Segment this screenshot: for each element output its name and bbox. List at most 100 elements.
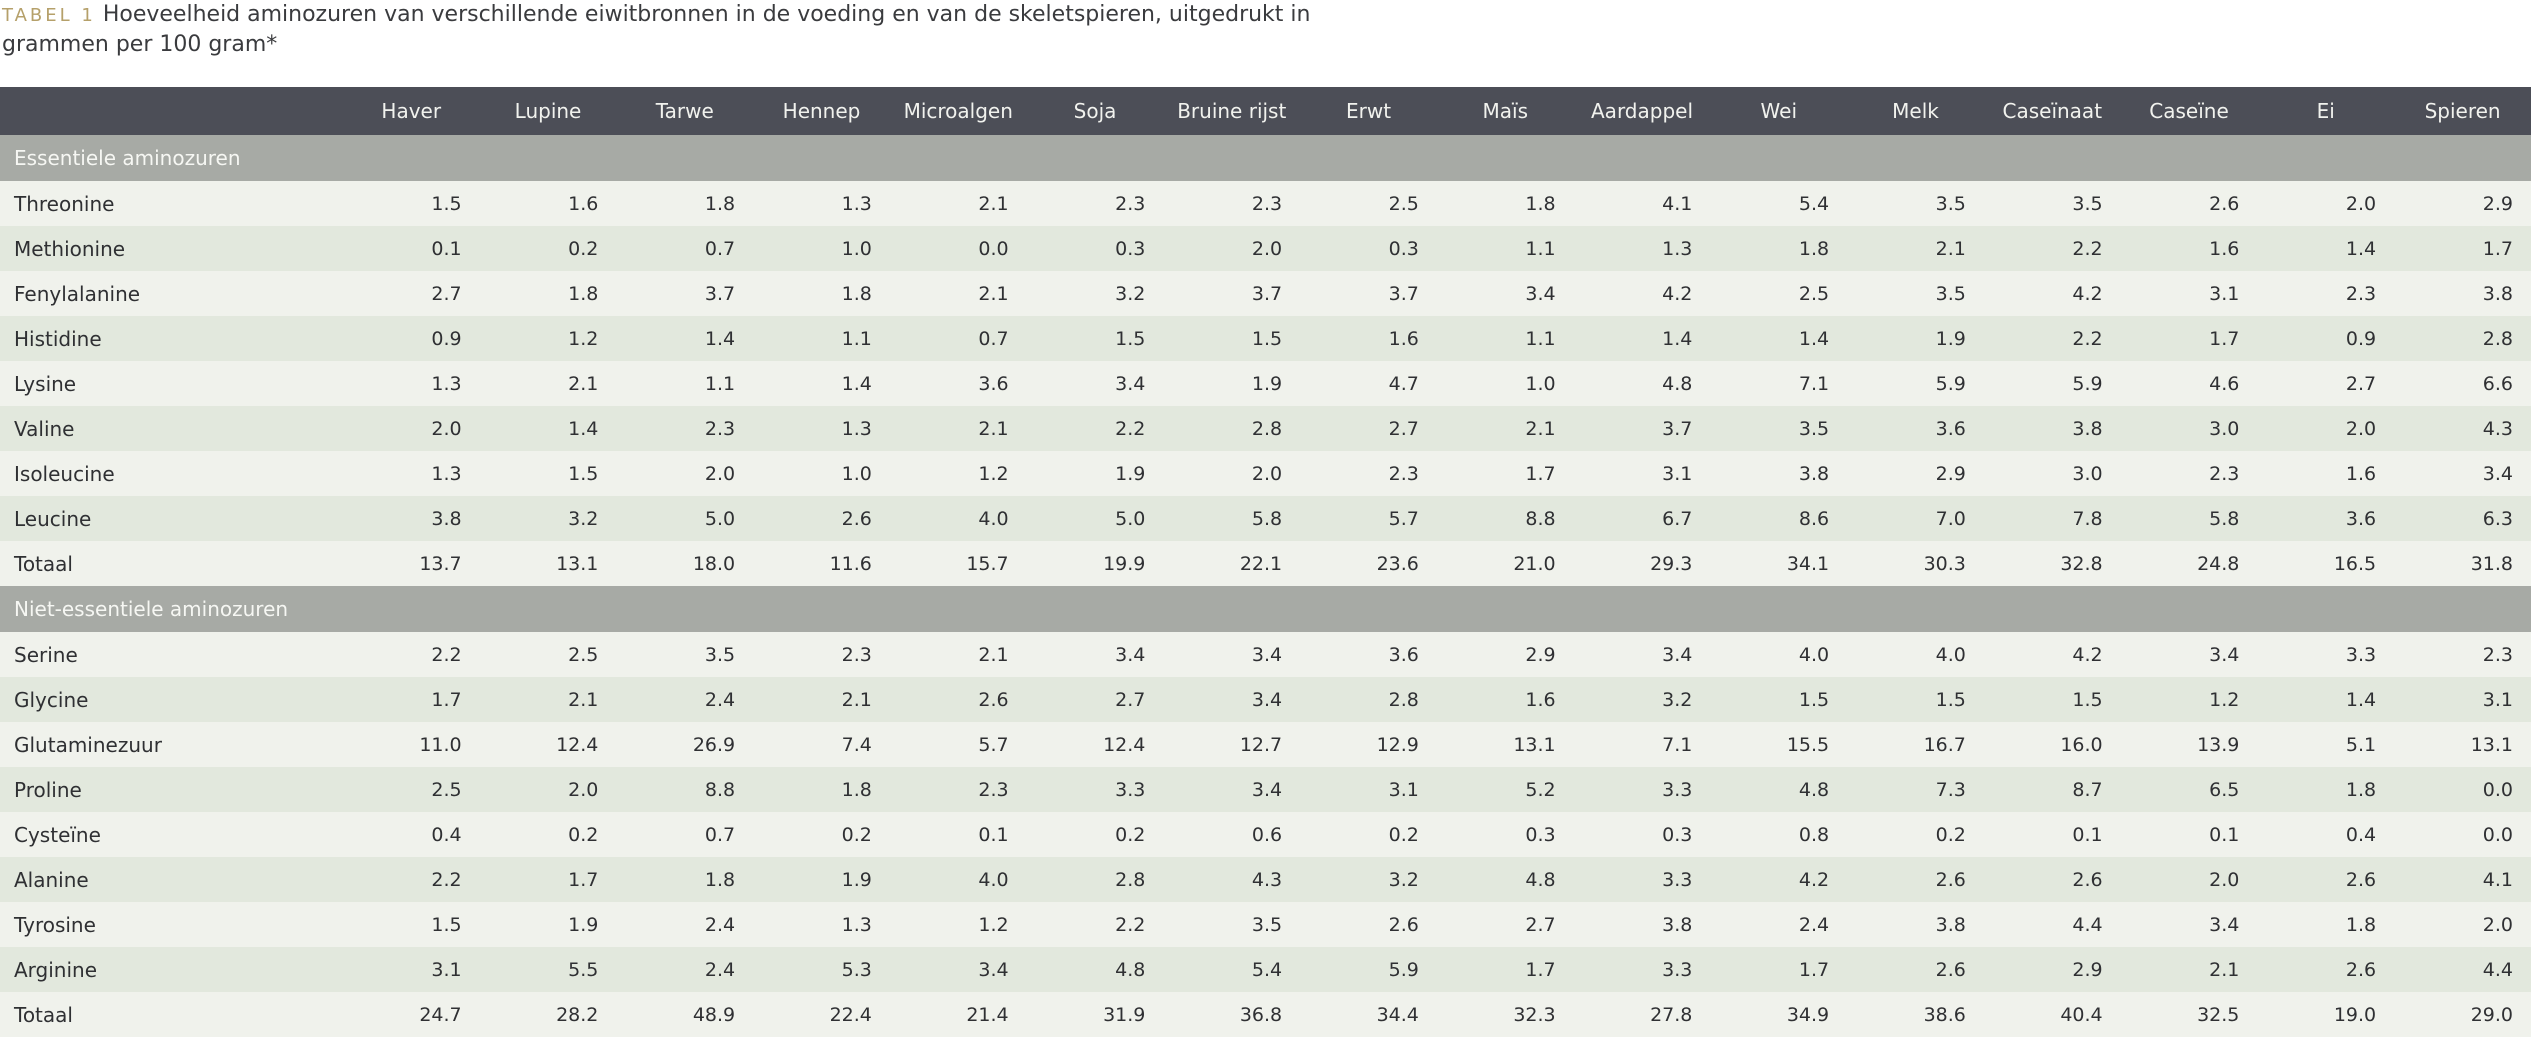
table-cell: 3.1 bbox=[2120, 271, 2258, 316]
table-cell: 2.2 bbox=[342, 632, 480, 677]
section-header-row: Essentiele aminozuren bbox=[0, 135, 2531, 181]
table-cell: 19.0 bbox=[2257, 992, 2395, 1037]
column-header: Caseïne bbox=[2120, 87, 2258, 135]
table-cell: 1.9 bbox=[1847, 316, 1984, 361]
table-cell: 3.3 bbox=[2257, 632, 2395, 677]
table-cell: 1.7 bbox=[1710, 947, 1848, 992]
row-label: Isoleucine bbox=[0, 451, 343, 496]
table-cell: 13.1 bbox=[479, 541, 617, 586]
table-cell: 0.3 bbox=[1300, 226, 1437, 271]
table-cell: 3.0 bbox=[2120, 406, 2258, 451]
table-cell: 0.2 bbox=[1300, 812, 1437, 857]
table-cell: 2.4 bbox=[1710, 902, 1848, 947]
table-cell: 1.5 bbox=[1710, 677, 1848, 722]
table-cell: 1.9 bbox=[479, 902, 617, 947]
table-cell: 1.9 bbox=[1163, 361, 1301, 406]
table-cell: 6.5 bbox=[2120, 767, 2258, 812]
table-cell: 3.3 bbox=[1573, 947, 1711, 992]
table-row: Serine 2.2 2.5 3.5 2.3 2.1 3.4 3.4 3.6 2.9 3.4 4.0 4… bbox=[0, 632, 2531, 677]
table-cell: 3.8 bbox=[1983, 406, 2121, 451]
table-cell: 16.0 bbox=[1983, 722, 2121, 767]
table-cell: 32.3 bbox=[1436, 992, 1574, 1037]
column-header: Haver bbox=[342, 87, 480, 135]
table-cell: 2.1 bbox=[753, 677, 890, 722]
table-cell: 4.0 bbox=[1710, 632, 1848, 677]
row-label: Valine bbox=[0, 406, 343, 451]
table-cell: 2.9 bbox=[1847, 451, 1984, 496]
column-header: Caseïnaat bbox=[1983, 87, 2121, 135]
table-cell: 7.4 bbox=[753, 722, 890, 767]
table-cell: 4.4 bbox=[2394, 947, 2531, 992]
table-cell: 1.8 bbox=[753, 767, 890, 812]
table-cell: 3.4 bbox=[889, 947, 1027, 992]
table-cell: 2.7 bbox=[2257, 361, 2395, 406]
table-cell: 2.4 bbox=[616, 677, 754, 722]
row-label: Proline bbox=[0, 767, 343, 812]
table-cell: 2.7 bbox=[342, 271, 480, 316]
caption-text: Hoeveelheid aminozuren van verschillende… bbox=[2, 2, 1311, 57]
table-cell: 3.5 bbox=[1163, 902, 1301, 947]
table-row: Alanine 2.2 1.7 1.8 1.9 4.0 2.8 4.3 3.2 4.8 3.3 4.2… bbox=[0, 857, 2531, 902]
table-cell: 3.2 bbox=[1573, 677, 1711, 722]
table-cell: 1.4 bbox=[753, 361, 890, 406]
table-cell: 2.1 bbox=[889, 632, 1027, 677]
table-cell: 1.3 bbox=[342, 361, 480, 406]
table-cell: 3.5 bbox=[616, 632, 754, 677]
table-cell: 3.3 bbox=[1026, 767, 1164, 812]
table-cell: 4.2 bbox=[1983, 271, 2121, 316]
table-cell: 2.0 bbox=[1163, 451, 1301, 496]
table-cell: 4.8 bbox=[1436, 857, 1574, 902]
table-cell: 0.3 bbox=[1026, 226, 1164, 271]
table-cell: 4.2 bbox=[1573, 271, 1711, 316]
table-cell: 2.3 bbox=[2394, 632, 2531, 677]
table-cell: 34.1 bbox=[1710, 541, 1848, 586]
table-cell: 7.8 bbox=[1983, 496, 2121, 541]
table-cell: 1.6 bbox=[2257, 451, 2395, 496]
table-cell: 13.1 bbox=[1436, 722, 1574, 767]
table-cell: 12.7 bbox=[1163, 722, 1301, 767]
table-cell: 2.3 bbox=[753, 632, 890, 677]
table-cell: 0.1 bbox=[2120, 812, 2258, 857]
table-cell: 4.1 bbox=[1573, 181, 1711, 226]
table-cell: 2.8 bbox=[1300, 677, 1437, 722]
table-cell: 2.0 bbox=[2257, 406, 2395, 451]
table-cell: 3.5 bbox=[1847, 181, 1984, 226]
table-cell: 1.8 bbox=[2257, 767, 2395, 812]
table-cell: 1.4 bbox=[2257, 226, 2395, 271]
table-cell: 16.5 bbox=[2257, 541, 2395, 586]
column-header: Soja bbox=[1026, 87, 1164, 135]
table-cell: 0.2 bbox=[479, 812, 617, 857]
table-cell: 0.1 bbox=[889, 812, 1027, 857]
table-row: Threonine 1.5 1.6 1.8 1.3 2.1 2.3 2.3 2.5 1.8 4.1 5… bbox=[0, 181, 2531, 226]
table-cell: 12.4 bbox=[479, 722, 617, 767]
table-cell: 5.3 bbox=[753, 947, 890, 992]
table-cell: 23.6 bbox=[1300, 541, 1437, 586]
table-cell: 1.9 bbox=[1026, 451, 1164, 496]
table-cell: 0.1 bbox=[342, 226, 480, 271]
table-cell: 1.3 bbox=[1573, 226, 1711, 271]
table-cell: 0.2 bbox=[479, 226, 617, 271]
table-cell: 2.8 bbox=[2394, 316, 2531, 361]
table-cell: 1.5 bbox=[479, 451, 617, 496]
table-cell: 0.3 bbox=[1573, 812, 1711, 857]
table-cell: 3.8 bbox=[1573, 902, 1711, 947]
table-cell: 7.1 bbox=[1710, 361, 1848, 406]
table-cell: 0.7 bbox=[616, 226, 754, 271]
column-header: Melk bbox=[1847, 87, 1984, 135]
table-cell: 4.2 bbox=[1983, 632, 2121, 677]
table-cell: 2.6 bbox=[1300, 902, 1437, 947]
table-cell: 4.4 bbox=[1983, 902, 2121, 947]
table-cell: 8.8 bbox=[616, 767, 754, 812]
table-cell: 1.6 bbox=[1436, 677, 1574, 722]
table-cell: 2.6 bbox=[2257, 857, 2395, 902]
table-cell: 24.8 bbox=[2120, 541, 2258, 586]
table-cell: 2.6 bbox=[1983, 857, 2121, 902]
table-cell: 5.4 bbox=[1163, 947, 1301, 992]
table-cell: 1.6 bbox=[479, 181, 617, 226]
table-cell: 2.2 bbox=[1026, 406, 1164, 451]
table-cell: 4.0 bbox=[1847, 632, 1984, 677]
table-cell: 7.1 bbox=[1573, 722, 1711, 767]
table-cell: 2.9 bbox=[1983, 947, 2121, 992]
table-cell: 0.2 bbox=[753, 812, 890, 857]
table-row: Histidine 0.9 1.2 1.4 1.1 0.7 1.5 1.5 1.6 1.1 1.4 1… bbox=[0, 316, 2531, 361]
